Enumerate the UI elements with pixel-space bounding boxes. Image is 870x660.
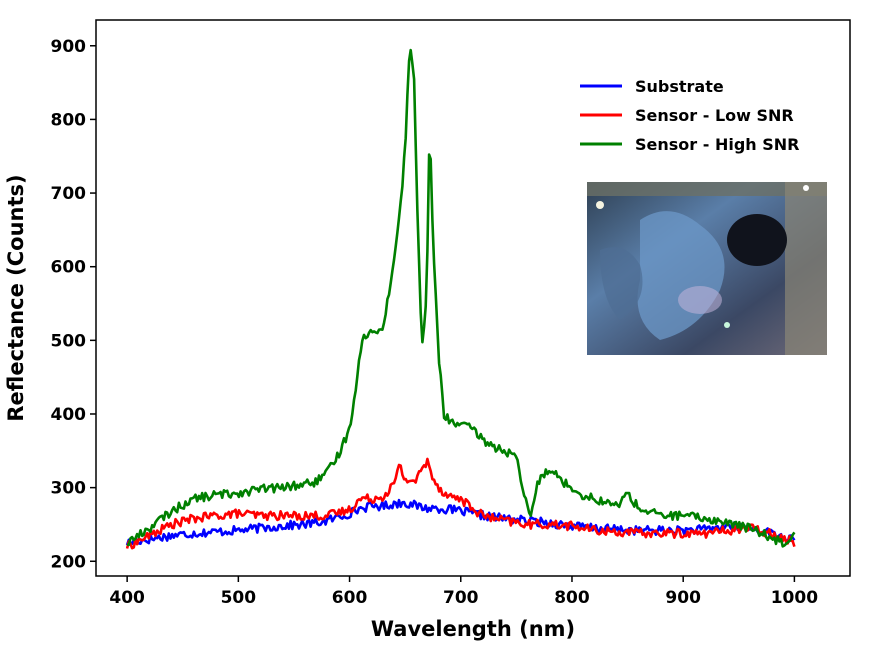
y-axis-ticks: 200 300 400 500 600 700 800 900 — [51, 37, 96, 572]
legend-label: Sensor - High SNR — [635, 135, 799, 154]
legend-label: Substrate — [635, 77, 724, 96]
x-tick-label: 500 — [221, 588, 257, 608]
y-tick-label: 800 — [51, 110, 87, 130]
x-tick-label: 400 — [109, 588, 145, 608]
y-tick-label: 300 — [51, 479, 87, 499]
y-axis-label: Reflectance (Counts) — [4, 174, 28, 421]
series-line — [126, 48, 796, 548]
x-axis-label: Wavelength (nm) — [371, 617, 575, 641]
series-line — [125, 457, 796, 550]
x-tick-label: 800 — [554, 588, 590, 608]
y-tick-label: 900 — [51, 37, 87, 57]
y-tick-label: 600 — [51, 258, 87, 278]
y-tick-label: 500 — [51, 331, 87, 351]
x-tick-label: 700 — [443, 588, 479, 608]
series-line — [125, 498, 796, 546]
series-group — [125, 48, 796, 550]
x-tick-label: 900 — [665, 588, 701, 608]
x-tick-label: 1000 — [771, 588, 818, 608]
legend: Substrate Sensor - Low SNR Sensor - High S… — [580, 77, 799, 154]
x-axis-ticks: 400 500 600 700 800 900 1000 — [109, 576, 818, 608]
y-tick-label: 200 — [51, 552, 87, 572]
inset-sensor-image — [587, 182, 827, 355]
y-tick-label: 400 — [51, 405, 87, 425]
y-tick-label: 700 — [51, 184, 87, 204]
legend-label: Sensor - Low SNR — [635, 106, 794, 125]
x-tick-label: 600 — [332, 588, 368, 608]
